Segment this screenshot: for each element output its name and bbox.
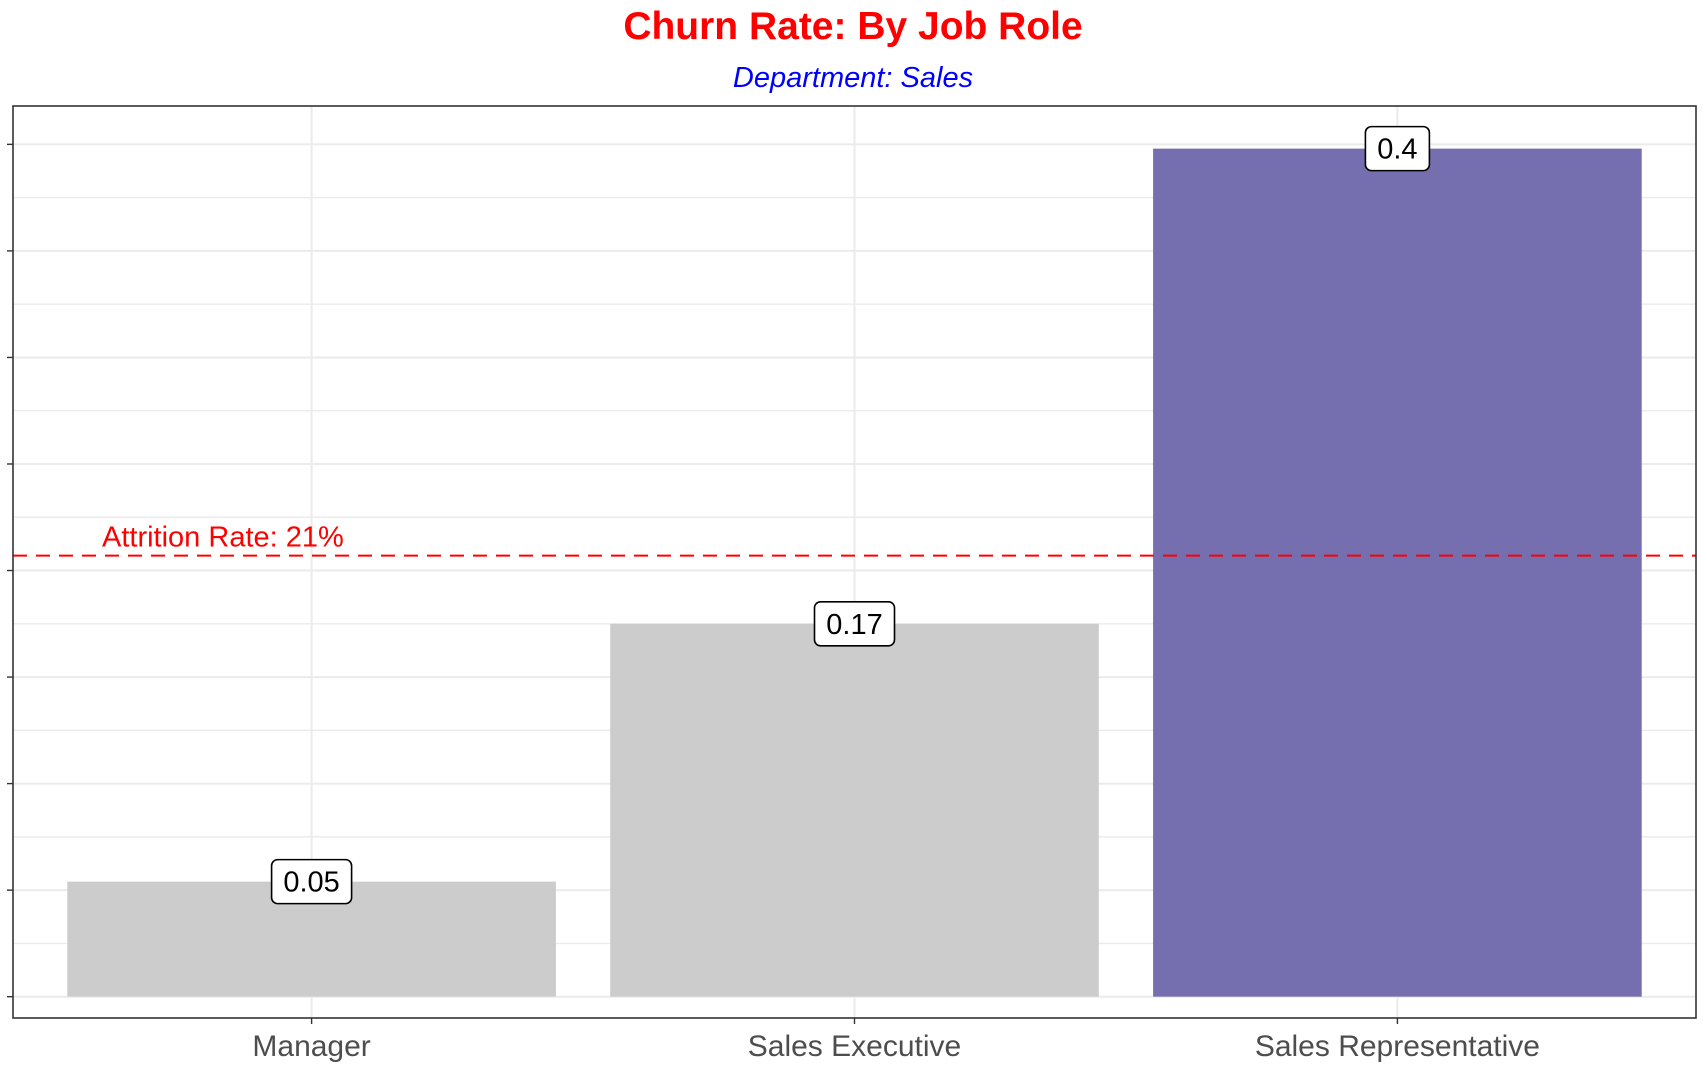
data-label-box: [270, 858, 353, 905]
data-labels: 0.05 0.17 0.4: [270, 125, 1431, 905]
data-label-box: [813, 600, 896, 647]
data-label: 0.05: [283, 867, 339, 899]
axes: Manager Sales Executive Sales Representati…: [7, 143, 1540, 1063]
chart-subtitle: Department: Sales: [733, 62, 973, 94]
x-tick-label: Manager: [252, 1030, 370, 1063]
x-tick-label: Sales Executive: [748, 1030, 961, 1063]
reference-line-group: Attrition Rate: 21%: [13, 522, 1696, 557]
reference-line-label: Attrition Rate: 21%: [102, 522, 344, 554]
data-label-box: [1364, 125, 1431, 172]
x-tick-label: Sales Representative: [1255, 1030, 1540, 1063]
bar-sales-executive: [610, 623, 1099, 997]
data-label: 0.4: [1377, 134, 1417, 166]
data-label: 0.17: [826, 609, 882, 641]
plot-panel-border: [12, 105, 1697, 1019]
bar-sales-representative: [1153, 148, 1642, 997]
chart-title: Churn Rate: By Job Role: [623, 5, 1082, 48]
bars: [67, 148, 1642, 997]
